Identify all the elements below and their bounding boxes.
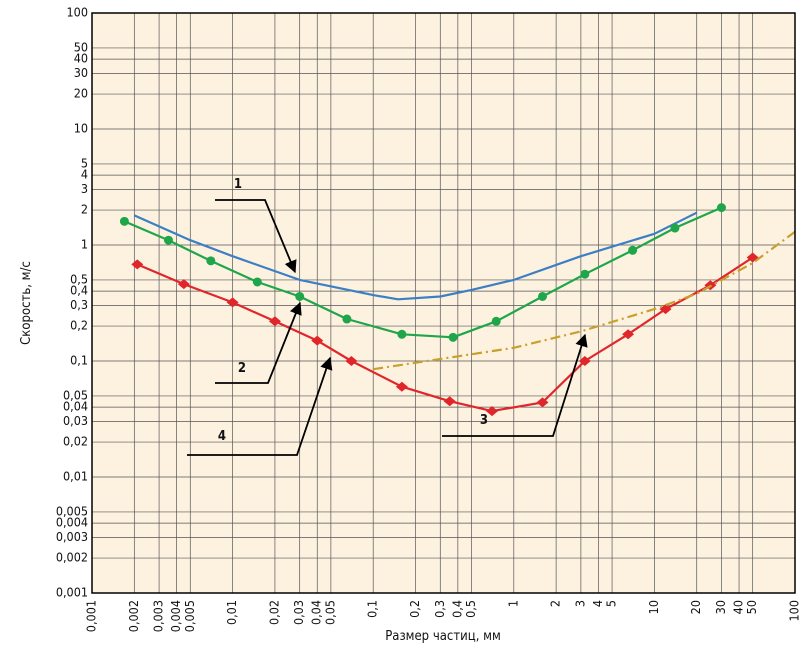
y-tick-label: 0,2	[70, 318, 88, 333]
y-tick-label: 1	[81, 237, 88, 252]
marker	[120, 217, 129, 226]
marker	[253, 277, 262, 286]
x-tick-label: 0,005	[182, 600, 197, 632]
y-tick-label: 10	[74, 121, 88, 136]
y-tick-label: 0,002	[56, 550, 88, 565]
y-tick-label: 100	[67, 5, 88, 20]
annotation: 3	[480, 413, 488, 428]
y-tick-label: 0,03	[63, 413, 88, 428]
x-tick-label: 2	[548, 600, 563, 607]
y-tick-label: 50	[74, 39, 88, 54]
y-tick-label: 30	[74, 65, 88, 80]
plot-area	[92, 13, 795, 593]
x-axis-label: Размер частиц, мм	[385, 629, 501, 644]
x-tick-label: 0,05	[322, 600, 337, 625]
y-tick-label: 3	[81, 181, 88, 196]
marker	[717, 203, 726, 212]
x-tick-label: 100	[787, 600, 799, 621]
x-tick-label: 0,002	[126, 600, 141, 632]
x-tick-label: 0,2	[407, 600, 422, 618]
marker	[538, 292, 547, 301]
y-tick-label: 0,05	[63, 387, 88, 402]
x-tick-label: 0,001	[84, 600, 99, 632]
x-tick-label: 20	[688, 600, 703, 614]
x-tick-label: 3	[572, 600, 587, 607]
y-tick-label: 0,1	[70, 353, 88, 368]
x-tick-label: 30	[713, 600, 728, 614]
marker	[670, 224, 679, 233]
y-tick-label: 20	[74, 86, 88, 101]
x-tick-label: 0,1	[365, 600, 380, 618]
marker	[449, 333, 458, 342]
marker	[628, 246, 637, 255]
annotation: 4	[218, 429, 226, 444]
x-tick-label: 0,03	[291, 600, 306, 625]
marker	[206, 256, 215, 265]
y-tick-label: 0,005	[56, 503, 88, 518]
marker	[580, 270, 589, 279]
y-tick-label: 5	[81, 155, 88, 170]
marker	[397, 330, 406, 339]
y-axis-label: Скорость, м/с	[19, 261, 34, 345]
x-tick-label: 0,3	[432, 600, 447, 618]
y-tick-label: 0,01	[63, 469, 88, 484]
x-tick-label: 0,003	[151, 600, 166, 632]
annotation: 1	[234, 177, 242, 192]
y-tick-label: 2	[81, 202, 88, 217]
x-tick-label: 50	[744, 600, 759, 614]
y-tick-label: 0,001	[56, 585, 88, 600]
y-tick-label: 0,3	[70, 297, 88, 312]
y-tick-label: 0,02	[63, 434, 88, 449]
x-tick-label: 0,02	[266, 600, 281, 625]
y-tick-label: 0,5	[70, 271, 88, 286]
marker	[164, 236, 173, 245]
x-tick-label: 5	[604, 600, 619, 607]
x-tick-label: 0,5	[463, 600, 478, 618]
marker	[295, 292, 304, 301]
x-tick-label: 0,01	[224, 600, 239, 625]
x-tick-label: 10	[646, 600, 661, 614]
annotation: 2	[238, 361, 246, 376]
y-tick-label: 0,003	[56, 529, 88, 544]
marker	[342, 315, 351, 324]
marker	[492, 317, 501, 326]
x-tick-label: 1	[505, 600, 520, 607]
